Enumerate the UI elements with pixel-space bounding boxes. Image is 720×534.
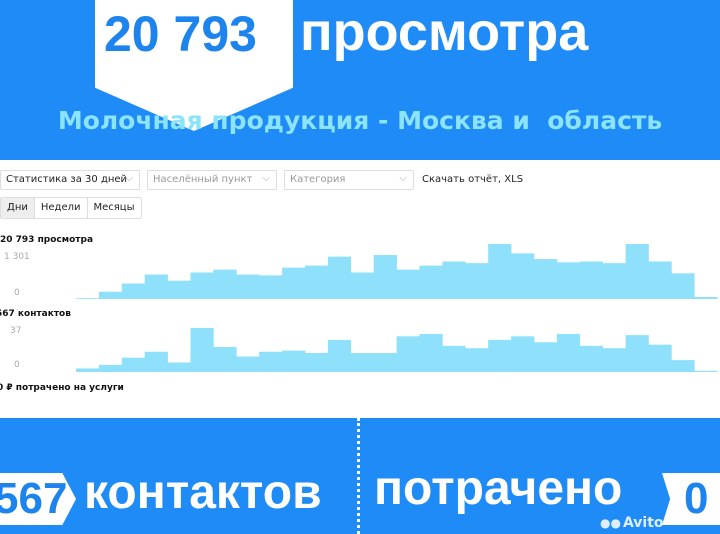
bar — [648, 344, 672, 372]
bar — [396, 336, 420, 372]
contacts-chart — [76, 328, 718, 372]
bar — [511, 336, 535, 372]
divider — [357, 418, 360, 534]
city-select[interactable]: Населённый пункт ⌵ — [147, 170, 277, 190]
bar — [625, 335, 649, 372]
bar — [602, 348, 626, 372]
bar — [419, 333, 443, 372]
spent-label: 0 ₽ потрачено на услуги — [0, 383, 124, 393]
bar — [488, 244, 512, 299]
granularity-tabs: Дни Недели Месяцы — [0, 197, 142, 219]
bar — [190, 272, 214, 299]
bar — [350, 352, 374, 372]
bar — [556, 333, 581, 372]
bar — [579, 345, 603, 372]
bar — [694, 296, 718, 299]
bar — [511, 253, 535, 299]
avito-watermark: ●● Avito — [600, 515, 664, 532]
bar — [556, 262, 581, 299]
bar — [98, 291, 123, 299]
bar — [396, 269, 420, 299]
bar — [76, 298, 100, 299]
views-ytick-min: 0 — [14, 288, 20, 298]
contacts-number: 567 — [0, 474, 68, 523]
bar — [648, 261, 672, 299]
bar — [259, 351, 283, 372]
spent-number: 0 — [684, 474, 709, 523]
bar — [442, 345, 466, 372]
bar — [488, 339, 512, 372]
category-placeholder: Категория — [290, 174, 346, 185]
views-word: просмотра — [300, 2, 589, 62]
bar — [121, 357, 145, 372]
bar — [602, 263, 626, 299]
views-number: 20 793 — [104, 6, 257, 62]
avito-logo-icon: ●● — [600, 516, 621, 530]
contacts-ytick-min: 0 — [14, 360, 20, 370]
views-chart-title: 20 793 просмотра — [0, 235, 94, 245]
bar — [373, 254, 397, 299]
tab-weeks[interactable]: Недели — [35, 198, 88, 218]
bar — [373, 352, 397, 372]
bar — [465, 263, 489, 299]
bar — [144, 351, 168, 372]
contacts-arrow — [0, 473, 76, 525]
city-placeholder: Населённый пункт — [153, 174, 253, 185]
spent-word: потрачено — [374, 462, 623, 515]
download-xls-link[interactable]: Скачать отчёт, XLS — [422, 174, 524, 185]
bar — [76, 368, 100, 372]
contacts-chart-title: 567 контактов — [0, 309, 71, 319]
bar — [534, 342, 558, 372]
bottom-banner: 567 контактов потрачено 0 ●● Avito — [0, 418, 720, 534]
subtitle: Молочная продукция - Москва и область — [57, 106, 663, 135]
bar — [305, 265, 329, 299]
bar — [121, 283, 145, 299]
bar — [534, 259, 558, 299]
bar — [671, 360, 695, 372]
chevron-down-icon: ⌵ — [262, 173, 270, 184]
bar — [236, 274, 260, 299]
bar — [213, 269, 237, 299]
bar — [213, 347, 237, 372]
views-chart — [76, 244, 718, 299]
bar — [236, 356, 260, 372]
bar — [305, 352, 329, 372]
bar — [167, 362, 191, 372]
bar — [282, 350, 306, 372]
tab-days[interactable]: Дни — [1, 198, 35, 218]
spent-arrow — [662, 473, 720, 525]
tab-months[interactable]: Месяцы — [93, 202, 135, 213]
bar — [98, 364, 123, 372]
bar — [190, 328, 214, 372]
stats-panel: Статистика за 30 дней ⌵ Населённый пункт ⌵… — [0, 160, 720, 418]
views-ytick-max: 1 301 — [4, 252, 30, 262]
category-select[interactable]: Категория ⌵ — [284, 170, 414, 190]
bar — [327, 256, 352, 299]
bar — [419, 265, 443, 299]
bar — [579, 261, 603, 299]
watermark-text: Avito — [622, 515, 664, 531]
bar — [327, 339, 352, 372]
period-value: Статистика за 30 дней — [6, 174, 128, 185]
contacts-word: контактов — [84, 466, 322, 519]
bar — [259, 275, 283, 299]
bar — [282, 267, 306, 299]
bar — [442, 261, 466, 299]
bar — [350, 272, 374, 299]
contacts-ytick-max: 37 — [10, 326, 22, 336]
chevron-down-icon: ⌵ — [399, 173, 407, 184]
bar — [465, 348, 489, 372]
bar — [671, 273, 695, 299]
chevron-down-icon: ⌵ — [125, 173, 133, 184]
period-select[interactable]: Статистика за 30 дней ⌵ — [0, 170, 140, 190]
bar — [167, 280, 191, 299]
bar — [144, 274, 168, 299]
bar — [694, 370, 718, 372]
top-banner: 20 793 просмотра Молочная продукция - Мо… — [0, 0, 720, 160]
bar — [625, 244, 649, 299]
